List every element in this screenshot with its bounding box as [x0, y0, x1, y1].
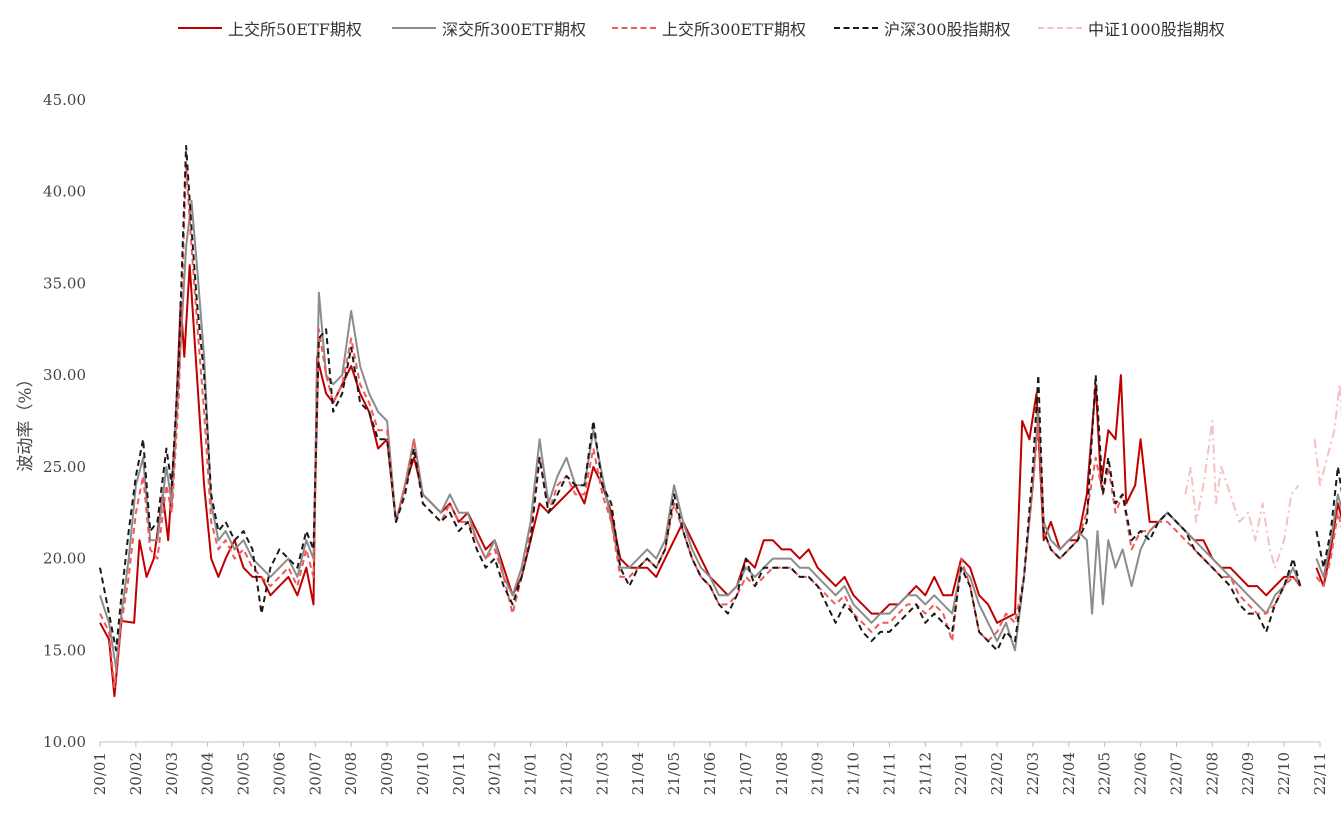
x-tick-label: 21/11: [880, 752, 898, 795]
x-tick-label: 20/08: [342, 752, 360, 795]
x-tick-label: 22/03: [1024, 752, 1042, 795]
y-tick-label: 35.00: [43, 274, 86, 292]
x-tick-label: 20/04: [199, 752, 217, 795]
y-tick-label: 10.00: [43, 733, 86, 751]
legend-item: 中证1000股指期权: [1038, 14, 1225, 42]
x-tick-label: 20/03: [163, 752, 181, 795]
x-tick-label: 21/01: [522, 752, 540, 795]
y-tick-label: 25.00: [43, 458, 86, 476]
legend-label: 中证1000股指期权: [1088, 20, 1225, 39]
x-tick-label: 22/09: [1239, 752, 1257, 795]
legend-swatch: [178, 27, 222, 29]
x-tick-label: 20/10: [414, 752, 432, 795]
legend-item: 上交所50ETF期权: [178, 14, 362, 42]
y-tick-label: 40.00: [43, 183, 86, 201]
x-tick-label: 21/12: [916, 752, 934, 795]
x-tick-label: 21/09: [809, 752, 827, 795]
y-tick-label: 15.00: [43, 641, 86, 659]
x-tick-label: 22/08: [1203, 752, 1221, 795]
x-tick-label: 21/10: [845, 752, 863, 795]
series-line-1: [99, 199, 1341, 670]
x-tick-label: 21/03: [593, 752, 611, 795]
x-tick-label: 20/01: [91, 752, 109, 795]
series-line-2: [99, 163, 1341, 688]
x-tick-label: 21/05: [665, 752, 683, 795]
y-tick-label: 30.00: [43, 366, 86, 384]
legend-label: 上交所300ETF期权: [662, 20, 806, 39]
legend-label: 上交所50ETF期权: [228, 20, 362, 39]
x-tick-label: 20/11: [450, 752, 468, 795]
x-tick-label: 20/07: [306, 752, 324, 795]
x-tick-label: 21/08: [773, 752, 791, 795]
x-tick-label: 22/10: [1275, 752, 1293, 795]
legend-item: 上交所300ETF期权: [612, 14, 806, 42]
legend: 上交所50ETF期权 深交所300ETF期权 上交所300ETF期权 沪深300股指期…: [0, 14, 1341, 44]
x-tick-label: 22/02: [988, 752, 1006, 795]
x-tick-label: 20/06: [270, 752, 288, 795]
x-tick-label: 22/01: [952, 752, 970, 795]
legend-label: 深交所300ETF期权: [442, 20, 586, 39]
legend-swatch: [612, 27, 656, 29]
legend-label: 沪深300股指期权: [884, 20, 1011, 39]
series-line-4: [1184, 383, 1341, 569]
legend-swatch: [1038, 27, 1082, 29]
x-tick-label: 22/11: [1311, 752, 1329, 795]
legend-item: 沪深300股指期权: [834, 14, 1011, 42]
x-tick-label: 21/02: [557, 752, 575, 795]
x-tick-label: 20/09: [378, 752, 396, 795]
x-tick-label: 21/07: [737, 752, 755, 795]
x-tick-label: 20/05: [235, 752, 253, 795]
x-tick-label: 22/06: [1132, 752, 1150, 795]
y-tick-label: 20.00: [43, 550, 86, 568]
x-tick-label: 22/05: [1096, 752, 1114, 795]
x-tick-label: 22/04: [1060, 752, 1078, 795]
x-tick-label: 20/12: [486, 752, 504, 795]
x-tick-label: 21/06: [701, 752, 719, 795]
y-axis-title: 波动率（%）: [16, 370, 36, 471]
legend-swatch: [392, 27, 436, 29]
x-tick-label: 21/04: [629, 752, 647, 795]
x-tick-label: 20/02: [127, 752, 145, 795]
y-tick-label: 45.00: [43, 91, 86, 109]
legend-swatch: [834, 27, 878, 29]
legend-item: 深交所300ETF期权: [392, 14, 586, 42]
x-tick-label: 22/07: [1167, 752, 1185, 795]
series-line-3: [99, 144, 1341, 652]
series-line-0: [99, 264, 1341, 698]
